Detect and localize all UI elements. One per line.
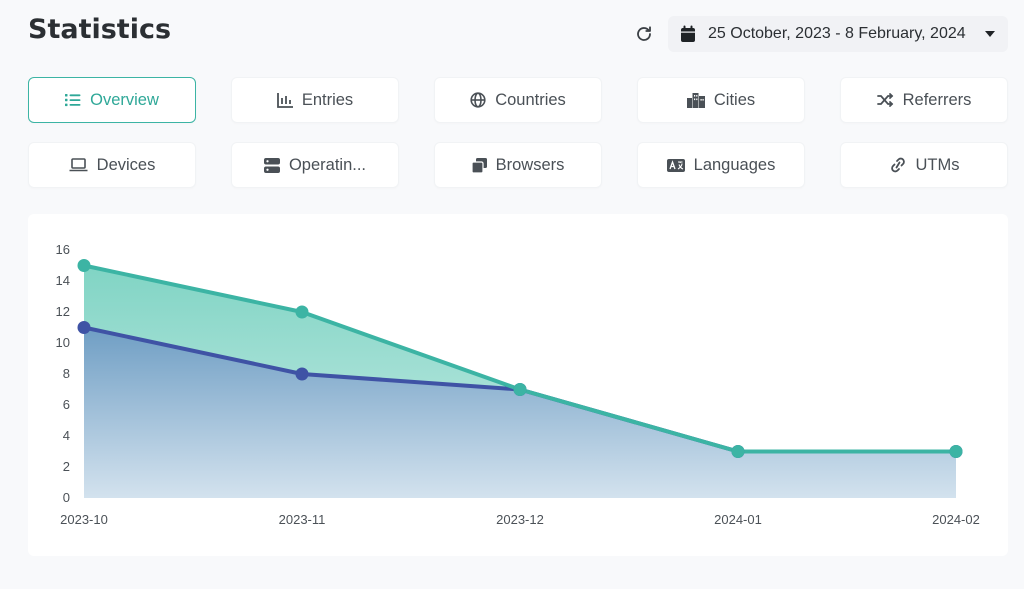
laptop-icon bbox=[69, 158, 88, 172]
statistics-chart: 0 2 4 6 8 10 12 14 16 2023-10 2023-11 2023-12 2024-… bbox=[28, 214, 1008, 556]
date-range-picker[interactable]: 25 October, 2023 - 8 February, 2024 bbox=[668, 16, 1008, 52]
y-tick-label: 0 bbox=[63, 490, 70, 505]
tab-browsers[interactable]: Browsers bbox=[434, 142, 602, 188]
tab-label: Overview bbox=[90, 90, 159, 109]
globe-icon bbox=[470, 92, 486, 108]
tab-label: Countries bbox=[495, 90, 566, 109]
bar-chart-icon bbox=[276, 92, 293, 108]
y-tick-label: 16 bbox=[56, 242, 70, 257]
date-range-label: 25 October, 2023 - 8 February, 2024 bbox=[708, 25, 966, 42]
tab-cities[interactable]: Cities bbox=[637, 77, 805, 123]
tab-utms[interactable]: UTMs bbox=[840, 142, 1008, 188]
tab-overview[interactable]: Overview bbox=[28, 77, 196, 123]
tab-label: Referrers bbox=[902, 90, 972, 109]
server-icon bbox=[263, 157, 280, 173]
tab-devices[interactable]: Devices bbox=[28, 142, 196, 188]
y-tick-label: 14 bbox=[56, 273, 70, 288]
y-tick-label: 8 bbox=[63, 366, 70, 381]
x-tick-label: 2024-01 bbox=[714, 512, 762, 527]
refresh-button[interactable] bbox=[632, 22, 656, 46]
data-point bbox=[77, 259, 91, 272]
y-tick-label: 4 bbox=[63, 428, 70, 443]
tab-countries[interactable]: Countries bbox=[434, 77, 602, 123]
x-tick-label: 2023-12 bbox=[496, 512, 544, 527]
tab-label: Cities bbox=[713, 90, 756, 109]
tab-label: Browsers bbox=[495, 155, 565, 174]
y-tick-label: 10 bbox=[56, 335, 70, 350]
data-point bbox=[295, 367, 309, 381]
y-tick-label: 12 bbox=[56, 304, 70, 319]
city-icon bbox=[686, 92, 705, 108]
language-icon bbox=[666, 158, 685, 172]
tab-label: Entries bbox=[301, 90, 354, 109]
data-point bbox=[949, 445, 963, 458]
refresh-icon bbox=[637, 26, 651, 41]
tab-referrers[interactable]: Referrers bbox=[840, 77, 1008, 123]
data-point bbox=[731, 445, 745, 458]
shuffle-icon bbox=[876, 93, 894, 107]
area-chart: 0 2 4 6 8 10 12 14 16 2023-10 2023-11 2023-12 2024-… bbox=[56, 242, 980, 527]
data-point bbox=[295, 305, 309, 319]
tab-label: Devices bbox=[96, 155, 156, 174]
y-tick-label: 6 bbox=[63, 397, 70, 412]
tab-label: Operatin... bbox=[288, 155, 367, 174]
x-tick-label: 2024-02 bbox=[932, 512, 980, 527]
x-tick-label: 2023-10 bbox=[60, 512, 108, 527]
tab-operating-systems[interactable]: Operatin... bbox=[231, 142, 399, 188]
y-tick-label: 2 bbox=[63, 459, 70, 474]
windows-icon bbox=[471, 157, 487, 173]
data-point bbox=[77, 321, 91, 334]
tab-entries[interactable]: Entries bbox=[231, 77, 399, 123]
tab-label: UTMs bbox=[915, 155, 960, 174]
tab-label: Languages bbox=[693, 155, 776, 174]
tab-languages[interactable]: Languages bbox=[637, 142, 805, 188]
page-title: Statistics bbox=[28, 14, 172, 45]
list-icon bbox=[65, 93, 81, 107]
link-icon bbox=[889, 157, 907, 173]
chevron-down-icon bbox=[984, 30, 996, 38]
calendar-icon bbox=[680, 25, 696, 43]
x-tick-label: 2023-11 bbox=[279, 512, 326, 527]
data-point bbox=[513, 383, 527, 396]
